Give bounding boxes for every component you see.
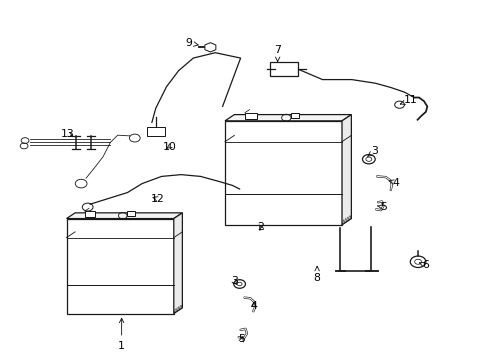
Polygon shape xyxy=(224,114,351,121)
Text: 1: 1 xyxy=(118,318,125,351)
Text: 5: 5 xyxy=(238,334,245,344)
Bar xyxy=(269,62,298,76)
Text: 10: 10 xyxy=(162,141,176,152)
Text: 2: 2 xyxy=(257,222,264,232)
Bar xyxy=(66,219,173,314)
Bar xyxy=(290,113,299,118)
Bar xyxy=(224,121,341,225)
Text: 8: 8 xyxy=(313,266,320,283)
Polygon shape xyxy=(66,213,182,219)
Bar xyxy=(244,113,256,119)
Polygon shape xyxy=(341,114,351,225)
Text: 3: 3 xyxy=(230,276,237,287)
Text: 13: 13 xyxy=(61,129,75,139)
Bar xyxy=(147,127,164,136)
Text: 12: 12 xyxy=(150,194,164,204)
Text: 6: 6 xyxy=(419,260,428,270)
Bar xyxy=(66,285,173,314)
Text: 11: 11 xyxy=(400,95,416,105)
Bar xyxy=(84,211,95,217)
Text: 9: 9 xyxy=(184,38,198,48)
Polygon shape xyxy=(173,213,182,314)
Bar xyxy=(224,194,341,225)
Text: 4: 4 xyxy=(388,177,398,188)
Text: 7: 7 xyxy=(274,45,281,62)
Bar xyxy=(127,211,134,216)
Text: 4: 4 xyxy=(250,301,257,311)
Text: 5: 5 xyxy=(377,202,386,212)
Text: 3: 3 xyxy=(367,146,377,156)
